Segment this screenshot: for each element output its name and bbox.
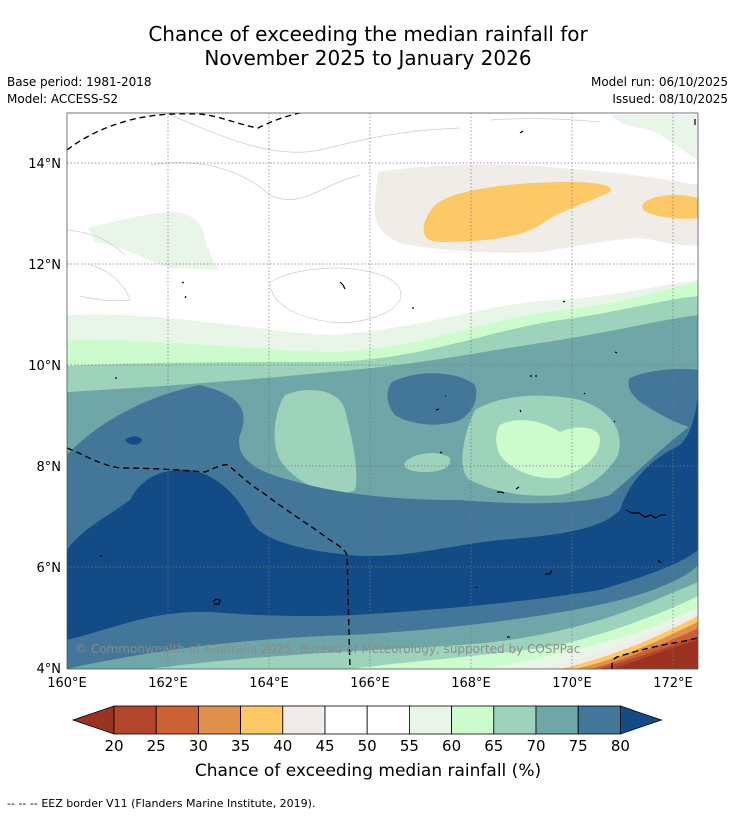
colorbar-box-70-75 bbox=[535, 705, 579, 735]
title-line-2: November 2025 to January 2026 bbox=[204, 46, 532, 70]
lat-labels: 14°N 12°N 10°N 8°N 6°N 4°N bbox=[28, 157, 61, 677]
colorbar-label: Chance of exceeding median rainfall (%) bbox=[194, 761, 542, 781]
patch-55-60-north bbox=[88, 211, 220, 270]
patch-55-60-northeast bbox=[610, 115, 698, 160]
band-35-40-east bbox=[642, 194, 698, 219]
patch-75-80-east bbox=[628, 368, 698, 430]
lon-label-166e: 166°E bbox=[350, 676, 390, 691]
band-80-plus bbox=[67, 395, 698, 640]
model-run: Model run: 06/10/2025 bbox=[590, 75, 728, 89]
lat-label-8n: 8°N bbox=[37, 460, 62, 475]
colorbar bbox=[71, 705, 663, 735]
band-35-40 bbox=[423, 182, 611, 242]
colorbar-tick-25: 25 bbox=[147, 737, 166, 755]
colorbar-tick-50: 50 bbox=[358, 737, 377, 755]
colorbar-box-20-25 bbox=[113, 705, 157, 735]
colorbar-tick-20: 20 bbox=[104, 737, 123, 755]
colorbar-tick-60: 60 bbox=[442, 737, 461, 755]
lon-label-162e: 162°E bbox=[148, 676, 188, 691]
lat-label-6n: 6°N bbox=[37, 561, 62, 576]
colorbar-box-60-65 bbox=[451, 705, 495, 735]
lat-label-4n: 4°N bbox=[37, 662, 62, 677]
colorbar-tick-55: 55 bbox=[400, 737, 419, 755]
colorbar-box-65-70 bbox=[493, 705, 537, 735]
copyright-text: © Commonwealth of Australia 2025, Bureau… bbox=[75, 642, 580, 656]
colorbar-tick-70: 70 bbox=[526, 737, 545, 755]
meta-left: Base period: 1981-2018 Model: ACCESS-S2 bbox=[7, 74, 152, 108]
colorbar-box-75-80 bbox=[577, 705, 621, 735]
colorbar-box-45-50 bbox=[324, 705, 368, 735]
lat-label-14n: 14°N bbox=[28, 157, 61, 172]
colorbar-tick-75: 75 bbox=[569, 737, 588, 755]
footer-legend: -- -- -- EEZ border V11 (Flanders Marine… bbox=[7, 797, 315, 810]
patch-80-plus-small bbox=[125, 436, 142, 445]
meta-right: Model run: 06/10/2025 Issued: 08/10/2025 bbox=[591, 74, 728, 108]
lon-labels: 160°E 162°E 164°E 166°E 168°E 170°E 172°… bbox=[47, 676, 693, 691]
colorbar-box-25-30 bbox=[155, 705, 199, 735]
colorbar-tick-35: 35 bbox=[231, 737, 250, 755]
islands bbox=[100, 119, 696, 638]
eez-legend-text: EEZ border V11 (Flanders Marine Institut… bbox=[41, 797, 316, 810]
contour-lines bbox=[67, 114, 601, 323]
patch-60-65-east bbox=[496, 420, 600, 479]
colorbar-tick-65: 65 bbox=[484, 737, 503, 755]
lon-label-172e: 172°E bbox=[653, 676, 693, 691]
colorbar-box-55-60 bbox=[408, 705, 452, 735]
map-frame bbox=[66, 112, 699, 670]
lon-label-168e: 168°E bbox=[451, 676, 491, 691]
title-line-1: Chance of exceeding the median rainfall … bbox=[148, 22, 588, 46]
gridlines bbox=[67, 113, 698, 669]
colorbar-tick-80: 80 bbox=[611, 737, 630, 755]
colorbar-extend-high bbox=[620, 705, 663, 735]
eez-legend-symbol: -- -- -- bbox=[7, 797, 38, 810]
colorbar-extend-low bbox=[71, 705, 115, 735]
band-se-below-20 bbox=[612, 640, 698, 669]
base-period: Base period: 1981-2018 bbox=[7, 75, 152, 89]
colorbar-tick-30: 30 bbox=[189, 737, 208, 755]
colorbar-box-35-40 bbox=[240, 705, 284, 735]
colorbar-tick-45: 45 bbox=[315, 737, 334, 755]
chart-title: Chance of exceeding the median rainfall … bbox=[0, 22, 736, 70]
model-name: Model: ACCESS-S2 bbox=[7, 92, 119, 106]
colorbar-box-40-45 bbox=[282, 705, 326, 735]
lat-label-12n: 12°N bbox=[28, 258, 61, 273]
colorbar-tick-40: 40 bbox=[273, 737, 292, 755]
lon-label-160e: 160°E bbox=[47, 676, 87, 691]
lon-label-170e: 170°E bbox=[552, 676, 592, 691]
lon-label-164e: 164°E bbox=[249, 676, 289, 691]
issued-date: Issued: 08/10/2025 bbox=[612, 92, 728, 106]
colorbar-ticks: 20 25 30 35 40 45 50 55 60 65 70 75 80 bbox=[104, 737, 629, 755]
patch-75-80-center bbox=[387, 373, 477, 425]
eez-border bbox=[67, 113, 698, 669]
lat-label-10n: 10°N bbox=[28, 359, 61, 374]
map-area: © Commonwealth of Australia 2025, Bureau… bbox=[67, 113, 698, 669]
patch-65-70-small bbox=[404, 453, 451, 472]
patch-65-70-center bbox=[274, 390, 357, 493]
colorbar-box-50-55 bbox=[366, 705, 410, 735]
colorbar-box-30-35 bbox=[197, 705, 241, 735]
